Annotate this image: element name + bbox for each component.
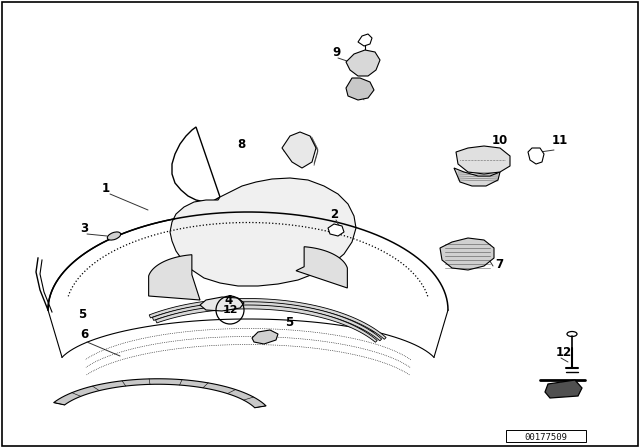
- Polygon shape: [149, 298, 386, 339]
- Text: 7: 7: [495, 258, 503, 271]
- Text: 11: 11: [552, 134, 568, 147]
- Polygon shape: [200, 297, 244, 311]
- Polygon shape: [296, 247, 348, 288]
- Polygon shape: [545, 380, 582, 398]
- Polygon shape: [252, 330, 278, 344]
- Polygon shape: [328, 224, 344, 236]
- Polygon shape: [346, 50, 380, 76]
- Text: 3: 3: [80, 222, 88, 235]
- Text: 9: 9: [332, 46, 340, 59]
- Polygon shape: [358, 34, 372, 46]
- Polygon shape: [170, 178, 356, 286]
- Ellipse shape: [108, 232, 121, 240]
- Polygon shape: [456, 146, 510, 174]
- Polygon shape: [282, 132, 316, 168]
- Text: 5: 5: [78, 308, 86, 321]
- Polygon shape: [152, 302, 381, 341]
- Text: 6: 6: [80, 328, 88, 341]
- Polygon shape: [54, 379, 266, 408]
- Text: 8: 8: [237, 138, 245, 151]
- Text: 12: 12: [222, 305, 237, 315]
- Text: 1: 1: [102, 182, 110, 195]
- Text: 00177509: 00177509: [525, 432, 568, 441]
- Polygon shape: [346, 78, 374, 100]
- Polygon shape: [528, 148, 544, 164]
- Text: 4: 4: [224, 294, 232, 307]
- Text: 10: 10: [492, 134, 508, 147]
- Polygon shape: [440, 238, 494, 270]
- Text: 2: 2: [330, 208, 338, 221]
- Polygon shape: [172, 127, 220, 202]
- Polygon shape: [156, 305, 377, 342]
- Text: 5: 5: [285, 316, 293, 329]
- Polygon shape: [454, 168, 500, 186]
- Polygon shape: [148, 255, 200, 300]
- Text: 12: 12: [556, 346, 572, 359]
